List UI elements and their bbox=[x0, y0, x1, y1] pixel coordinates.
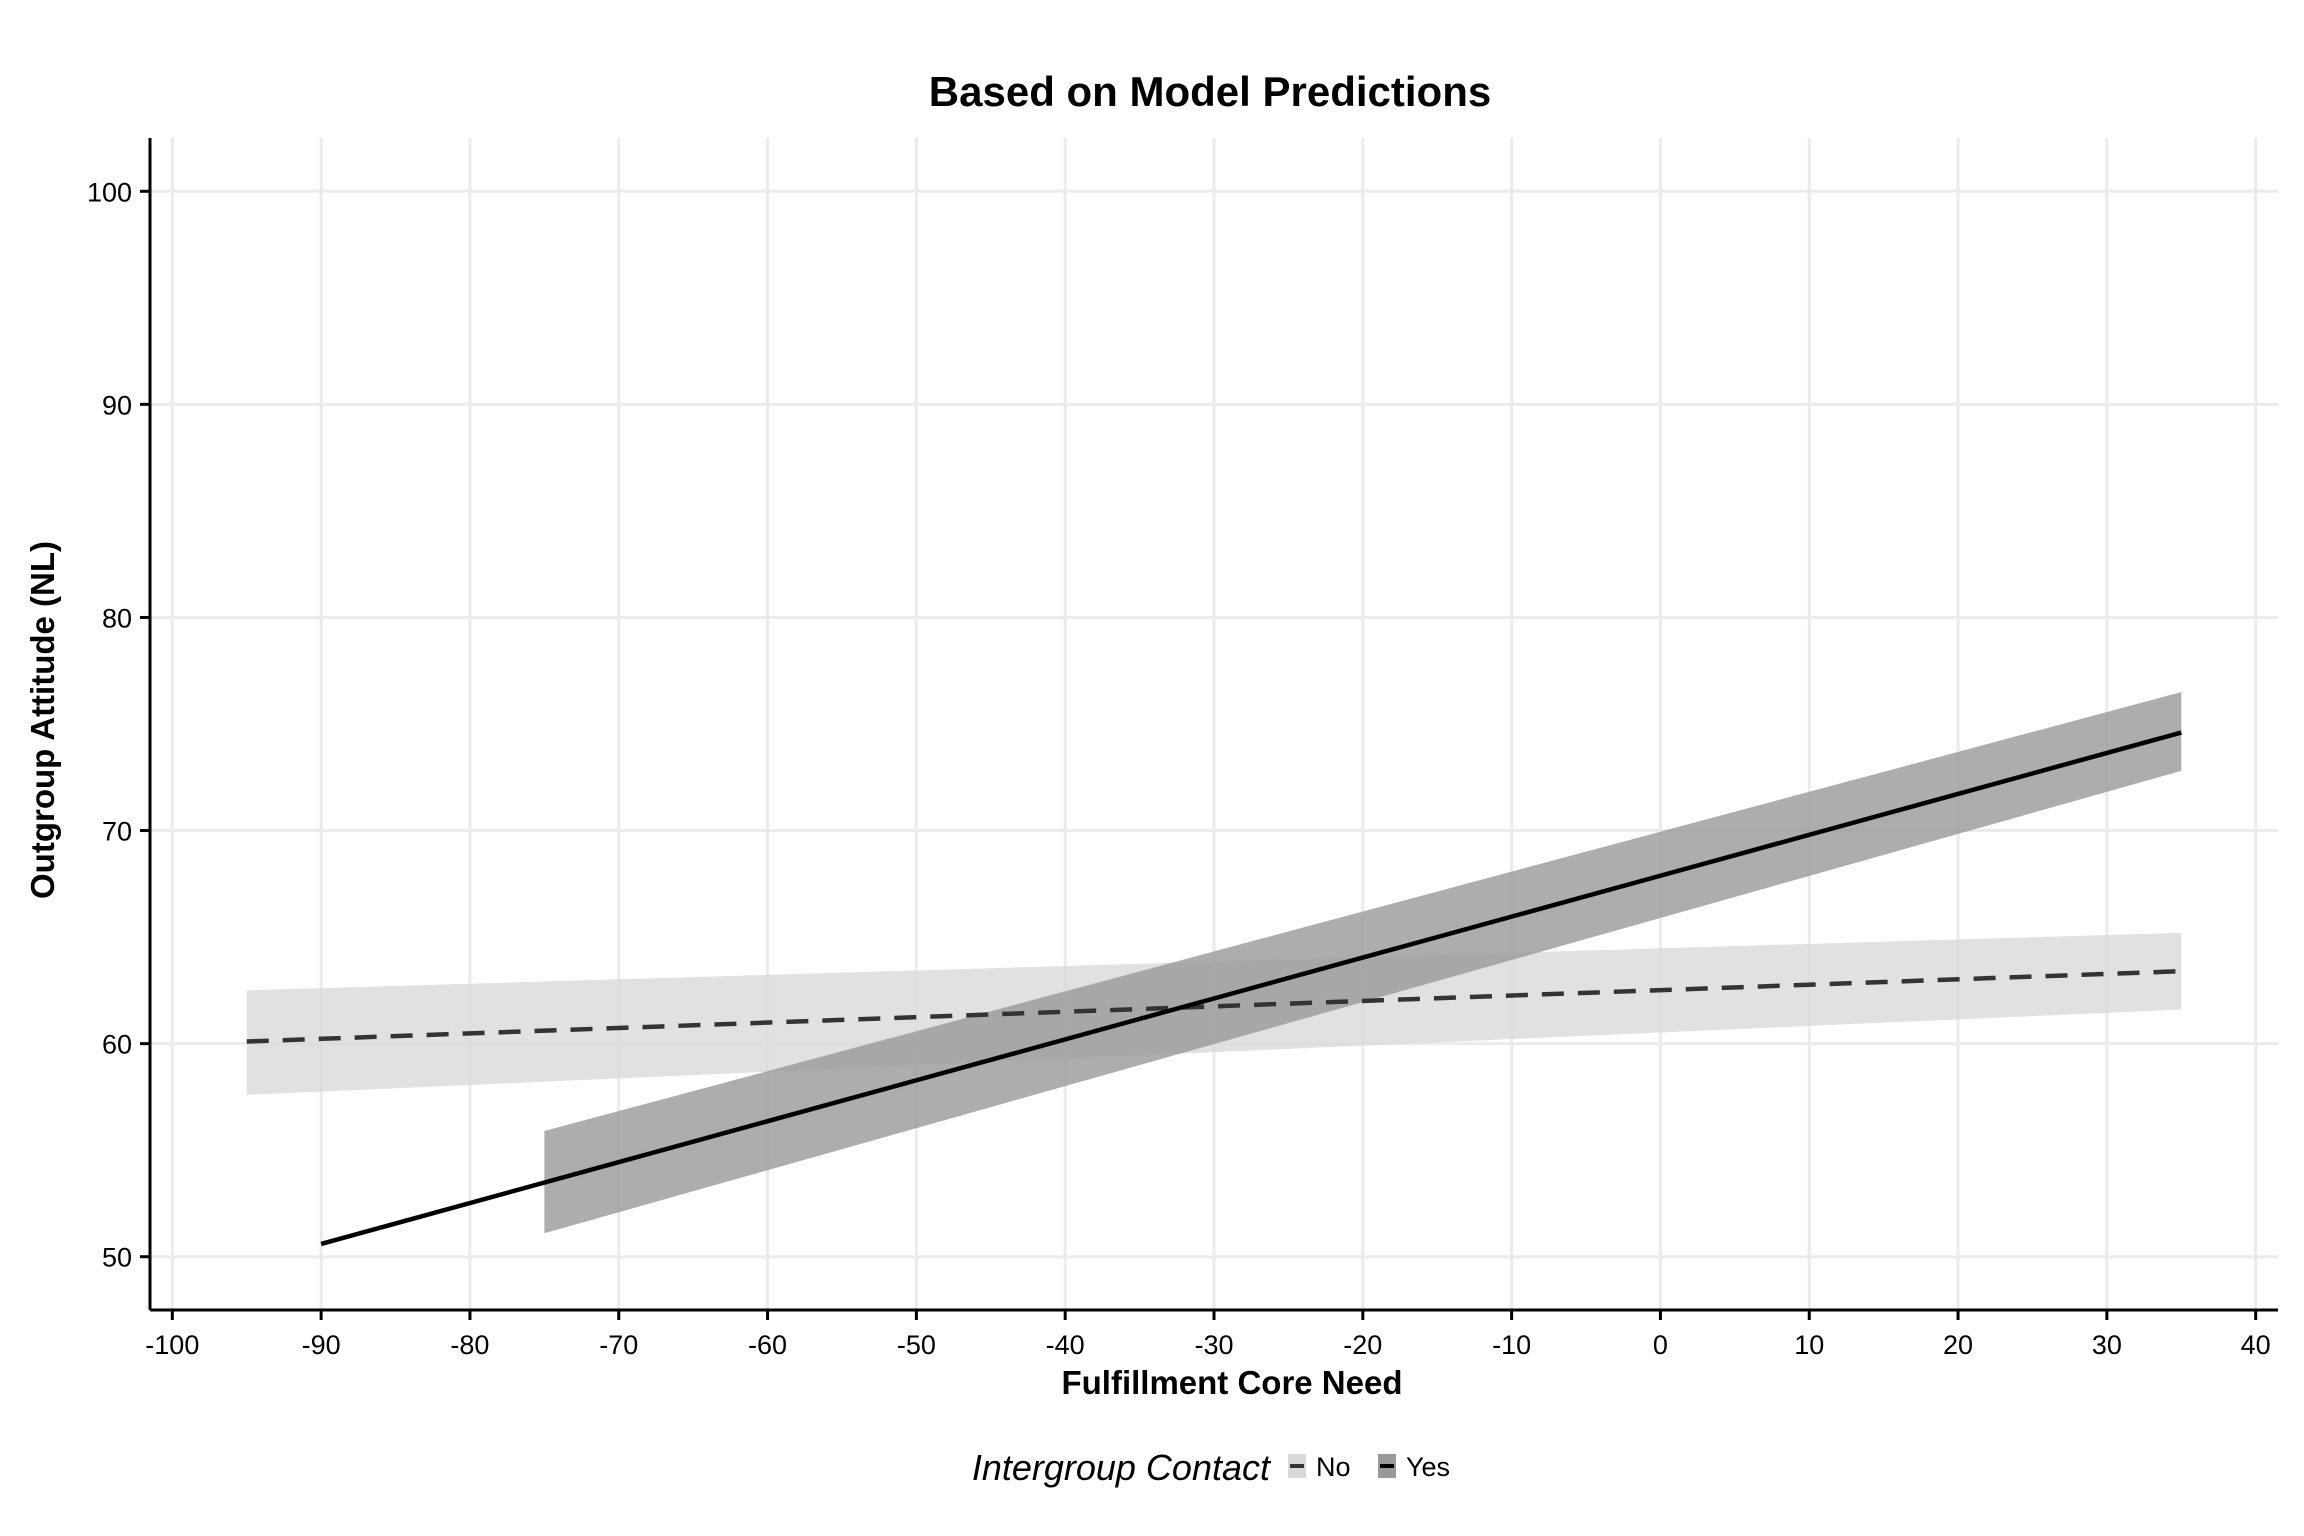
legend-label-yes: Yes bbox=[1406, 1452, 1450, 1482]
y-tick-label-1: 60 bbox=[102, 1030, 132, 1060]
y-tick-label-5: 100 bbox=[87, 177, 132, 207]
x-tick-label-1: -90 bbox=[302, 1330, 341, 1360]
y-axis-ticks: 50 60 70 80 90 100 bbox=[87, 177, 150, 1273]
x-tick-label-13: 30 bbox=[2092, 1330, 2122, 1360]
y-tick-label-3: 80 bbox=[102, 603, 132, 633]
x-tick-label-2: -80 bbox=[450, 1330, 489, 1360]
x-tick-label-9: -10 bbox=[1492, 1330, 1531, 1360]
prediction-line-yes bbox=[320, 730, 2182, 1247]
x-tick-label-8: -20 bbox=[1343, 1330, 1382, 1360]
legend-title: Intergroup Contact bbox=[972, 1447, 1272, 1488]
legend-label-no: No bbox=[1316, 1452, 1351, 1482]
chart-title: Based on Model Predictions bbox=[929, 68, 1491, 115]
x-axis-title: Fulfillment Core Need bbox=[1061, 1364, 1402, 1401]
confidence-band-yes bbox=[544, 692, 2182, 1234]
legend-entries: No Yes bbox=[1288, 1452, 1450, 1482]
gridlines bbox=[150, 138, 2278, 1310]
x-tick-label-7: -30 bbox=[1194, 1330, 1233, 1360]
y-tick-label-2: 70 bbox=[102, 817, 132, 847]
x-tick-label-3: -70 bbox=[599, 1330, 638, 1360]
x-tick-label-11: 10 bbox=[1794, 1330, 1824, 1360]
x-tick-label-5: -50 bbox=[897, 1330, 936, 1360]
x-axis-ticks: -100 -90 -80 -70 -60 -50 -40 -30 -20 -10 0 10 20 30 40 bbox=[145, 1310, 2271, 1360]
prediction-lines bbox=[246, 730, 2182, 1247]
confidence-bands bbox=[246, 692, 2182, 1234]
y-axis-title: Outgroup Attitude (NL) bbox=[24, 541, 61, 899]
legend: Intergroup Contact No Yes bbox=[972, 1447, 1450, 1488]
y-tick-label-4: 90 bbox=[102, 390, 132, 420]
x-tick-label-14: 40 bbox=[2241, 1330, 2271, 1360]
x-tick-label-6: -40 bbox=[1046, 1330, 1085, 1360]
x-tick-label-10: 0 bbox=[1653, 1330, 1668, 1360]
y-tick-label-0: 50 bbox=[102, 1243, 132, 1273]
x-tick-label-4: -60 bbox=[748, 1330, 787, 1360]
x-tick-label-0: -100 bbox=[145, 1330, 199, 1360]
x-tick-label-12: 20 bbox=[1943, 1330, 1973, 1360]
